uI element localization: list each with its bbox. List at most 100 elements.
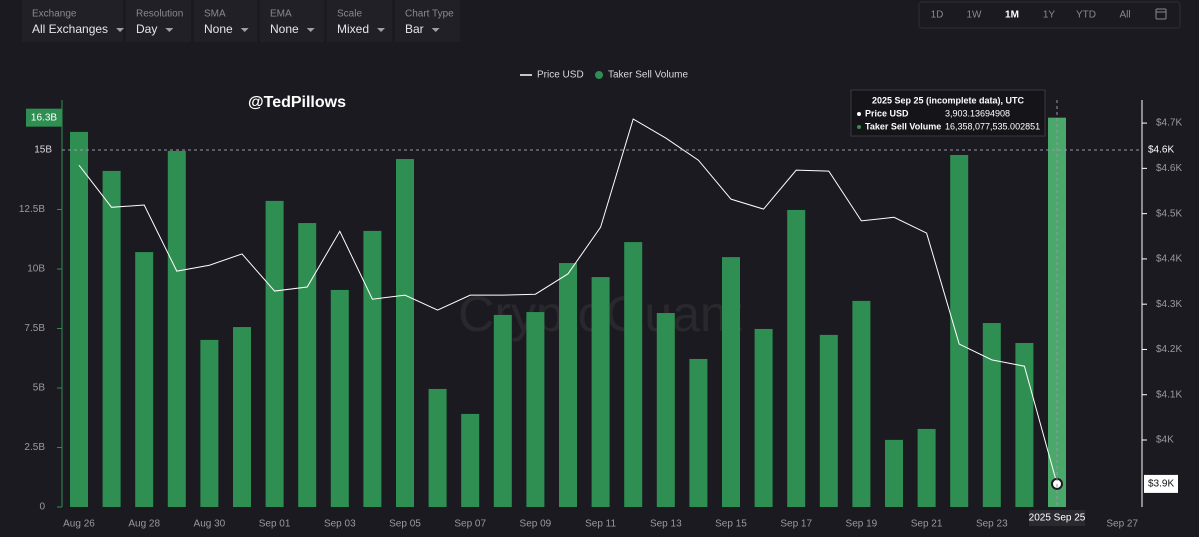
- x-tick-label: Sep 03: [324, 519, 356, 530]
- range-button[interactable]: 1W: [967, 10, 983, 21]
- bar: [624, 242, 643, 507]
- x-tick-label: Sep 07: [454, 519, 486, 530]
- range-button[interactable]: 1D: [931, 10, 944, 21]
- y2-tick-label: $4.7K: [1156, 118, 1182, 129]
- y-tick-label: 2.5B: [24, 442, 45, 453]
- bar: [559, 263, 577, 507]
- dropdown-caret: [116, 28, 125, 32]
- selector-label: Chart Type: [405, 9, 454, 20]
- y2-tick-label: $4.1K: [1156, 389, 1182, 400]
- calendar-icon[interactable]: [1155, 8, 1167, 20]
- tooltip-name: Price USD: [865, 108, 909, 118]
- crosshair-price-label: $3.9K: [1148, 479, 1174, 490]
- bar: [363, 230, 382, 507]
- bar: [167, 150, 186, 507]
- tooltip-title: 2025 Sep 25 (incomplete data), UTC: [872, 95, 1025, 105]
- selector-value: Mixed: [337, 22, 369, 36]
- selector[interactable]: [395, 0, 460, 42]
- dropdown-caret: [165, 28, 174, 32]
- crosshair-y2-label: $4.6K: [1148, 145, 1174, 156]
- selector-label: SMA: [204, 9, 226, 20]
- tooltip-name: Taker Sell Volume: [865, 121, 941, 131]
- bar: [526, 312, 545, 507]
- x-tick-label: Sep 17: [780, 519, 812, 530]
- tooltip-value: 3,903.13694908: [945, 108, 1010, 118]
- dropdown-caret: [377, 28, 386, 32]
- bar: [70, 131, 88, 508]
- y2-tick-label: $4.4K: [1156, 254, 1182, 265]
- x-tick-label: Sep 21: [911, 519, 943, 530]
- crosshair-y-label: 15B: [34, 145, 52, 156]
- dropdown-caret: [431, 28, 440, 32]
- y-tick-label: 5B: [33, 383, 46, 394]
- y-tick-label: 10B: [27, 264, 45, 275]
- dropdown-caret: [240, 28, 249, 32]
- y2-tick-label: $4.6K: [1156, 163, 1182, 174]
- x-tick-label: Sep 27: [1106, 519, 1138, 530]
- tooltip: [850, 89, 1046, 137]
- selector-value: Bar: [405, 22, 424, 36]
- x-tick-label: Aug 26: [63, 519, 95, 530]
- bar: [233, 327, 251, 507]
- selector-value: All Exchanges: [32, 22, 108, 36]
- y-tick-label: 12.5B: [19, 204, 45, 215]
- selector-label: Resolution: [136, 9, 183, 20]
- bar: [787, 209, 806, 507]
- tooltip-value: 16,358,077,535.002851: [945, 121, 1040, 131]
- legend-label: Taker Sell Volume: [608, 70, 688, 81]
- x-tick-label: Sep 09: [520, 519, 552, 530]
- range-button[interactable]: 1Y: [1043, 10, 1056, 21]
- tooltip-dot: [857, 112, 861, 116]
- bar: [917, 428, 936, 507]
- y2-tick-label: $4.5K: [1156, 208, 1182, 219]
- x-tick-label: Sep 19: [846, 519, 878, 530]
- selector-value: None: [270, 22, 299, 36]
- x-tick-label: Sep 13: [650, 519, 682, 530]
- bar: [298, 223, 317, 507]
- selector[interactable]: [194, 0, 257, 42]
- range-button[interactable]: 1M: [1005, 10, 1019, 21]
- tooltip-dot: [857, 125, 861, 129]
- crosshair-x-label-bg: [1029, 510, 1085, 526]
- selector[interactable]: [126, 0, 191, 42]
- x-tick-label: Sep 05: [389, 519, 421, 530]
- bar: [819, 334, 838, 507]
- bar: [689, 358, 708, 507]
- x-tick-label: Sep 01: [259, 519, 291, 530]
- range-button[interactable]: YTD: [1076, 10, 1096, 21]
- range-button[interactable]: All: [1119, 10, 1130, 21]
- bar: [265, 200, 284, 507]
- y-tick-label: 0: [39, 502, 45, 513]
- bar: [135, 252, 154, 507]
- bar: [982, 323, 1001, 507]
- bar: [656, 313, 675, 507]
- x-tick-label: Sep 15: [715, 519, 747, 530]
- bar: [428, 388, 447, 507]
- crosshair-label-bg: [26, 108, 62, 127]
- x-tick-label: Aug 30: [194, 519, 226, 530]
- selector-label: Scale: [337, 9, 362, 20]
- bar: [102, 170, 121, 507]
- selector-value: Day: [136, 22, 157, 36]
- bar: [330, 289, 349, 507]
- x-tick-label: Sep 23: [976, 519, 1008, 530]
- bar: [852, 300, 871, 507]
- annotation: @TedPillows: [248, 94, 346, 111]
- x-tick-label: 2025 Sep 25: [1029, 513, 1086, 524]
- bar: [950, 154, 969, 507]
- dropdown-caret: [306, 28, 315, 32]
- crosshair-label-bg: [1144, 141, 1178, 158]
- legend-label: Price USD: [537, 70, 584, 81]
- price-line: [78, 118, 1058, 485]
- crosshair-volume-label: 16.3B: [31, 112, 57, 123]
- bar: [396, 159, 414, 507]
- bar: [461, 413, 480, 507]
- selector[interactable]: [327, 0, 392, 42]
- y2-tick-label: $4.3K: [1156, 299, 1182, 310]
- selector[interactable]: [22, 0, 123, 42]
- selector-value: None: [204, 22, 233, 36]
- selector-label: EMA: [270, 9, 292, 20]
- selector[interactable]: [260, 0, 324, 42]
- bar: [885, 439, 903, 507]
